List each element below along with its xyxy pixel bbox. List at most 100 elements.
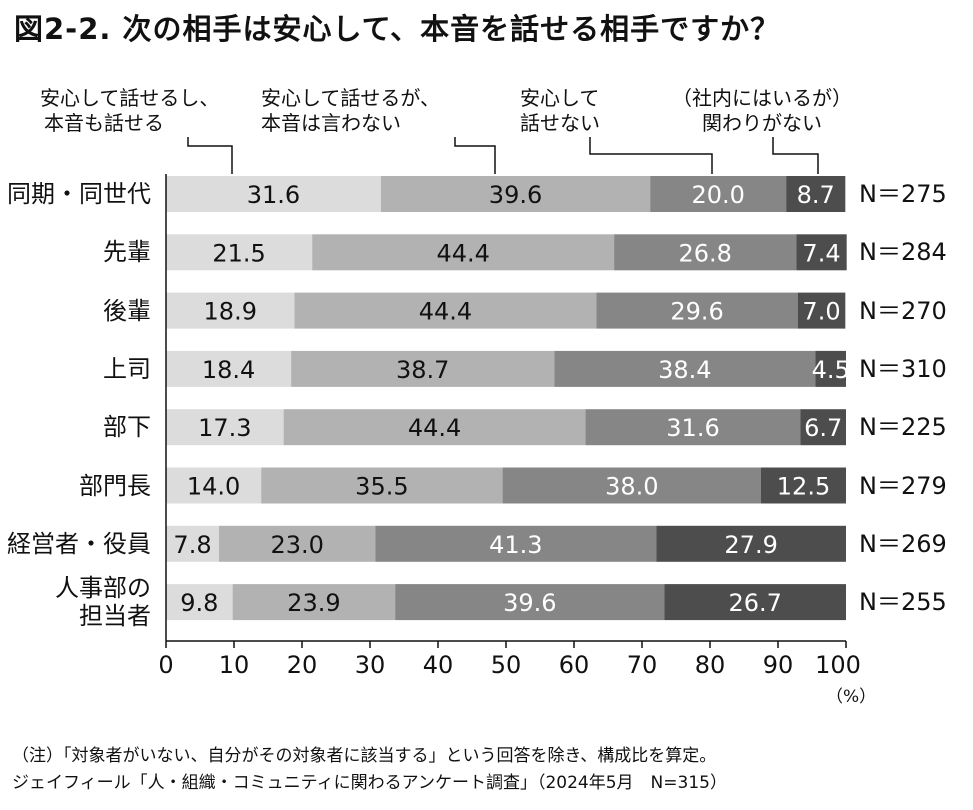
legend-leader-2 [454,137,496,174]
chart-title: 図2-2. 次の相手は安心して、本音を話せる相手ですか？ [14,12,781,46]
bar-segment-6-2 [261,467,503,504]
data-label-6-1: 14.0 [187,473,240,501]
data-label-2-3: 26.8 [679,239,732,267]
bar-segment-8-4 [664,584,846,621]
data-label-3-3: 29.6 [670,298,723,326]
data-label-8-2: 23.9 [287,589,340,617]
x-tick-label-0: 0 [158,651,174,679]
x-tick-label-60: 60 [558,651,590,679]
data-label-1-4: 8.7 [797,181,835,209]
data-label-6-2: 35.5 [355,473,408,501]
x-tick-label-10: 10 [218,651,250,679]
unit-label: （%） [826,687,877,707]
bar-segment-5-2 [283,409,586,446]
x-tick-label-30: 30 [354,651,386,679]
data-label-2-2: 44.4 [436,239,489,267]
bar-segment-5-4 [800,409,846,446]
data-label-7-4: 27.9 [724,531,777,559]
category-label-4: 上司 [103,355,151,383]
legend-leader-lines [187,137,819,174]
data-label-6-3: 38.0 [605,473,658,501]
x-tick-label-40: 40 [422,651,454,679]
bar-segment-8-1 [166,584,233,621]
source-note: ジェイフィール「人・組織・コミュニティに関わるアンケート調査」（2024年5月 … [12,773,727,793]
legend-label-1: 安心して話せるし、 本音も話せる [40,86,220,135]
category-label-line: 上司 [103,354,151,383]
legend-label-3: 安心して 話せない [520,86,600,135]
n-label-7: N＝269 [859,529,947,558]
data-label-6-4: 12.5 [777,473,830,501]
data-label-8-3: 39.6 [503,589,556,617]
data-label-2-1: 21.5 [212,239,265,267]
bar-segment-1-4 [786,176,846,212]
category-label-line: 先輩 [103,238,151,267]
x-tick-label-50: 50 [490,651,522,679]
data-label-4-3: 38.4 [658,356,711,384]
category-label-line: 人事部の [55,574,151,603]
bar-segment-4-1 [166,350,292,387]
bar-segment-8-2 [232,584,396,621]
legend-leader-3 [589,137,713,174]
legend-label-2: 安心して話せるが、 本音は言わない [261,86,440,135]
data-label-4-2: 38.7 [396,356,449,384]
bar-segment-6-4 [761,467,846,504]
legend-leader-4 [772,137,819,174]
data-label-5-2: 44.4 [408,414,461,442]
n-label-6: N＝279 [859,471,947,500]
bar-segment-1-1 [166,176,381,212]
bar-segment-2-3 [614,234,797,271]
bar-segment-7-4 [656,525,846,562]
x-tick-label-70: 70 [626,651,658,679]
category-label-8: 人事部の 担当者 [55,574,151,630]
bar-segment-1-3 [650,176,787,212]
category-label-line: 同期・同世代 [7,180,151,208]
data-label-4-1: 18.4 [202,356,255,384]
n-label-2: N＝284 [859,238,947,267]
category-label-line: 後輩 [103,296,151,325]
data-label-7-2: 23.0 [271,531,324,559]
bar-segment-7-1 [166,525,220,562]
bar-segment-3-1 [166,292,295,329]
data-label-5-4: 6.7 [804,414,842,442]
n-label-4: N＝310 [859,354,947,383]
bar-segment-3-3 [596,292,798,329]
bar-segment-5-3 [585,409,801,446]
data-label-5-3: 31.6 [666,414,719,442]
bar-segment-1-2 [380,176,651,212]
x-tick-label-100: 100 [815,651,861,679]
bar-segment-6-3 [502,467,761,504]
bar-segment-4-4 [815,350,846,387]
data-label-5-1: 17.3 [198,414,251,442]
category-label-line: 部下 [103,413,151,442]
bar-segment-2-1 [166,234,313,271]
x-tick-label-90: 90 [762,651,794,679]
data-label-8-1: 9.8 [180,589,218,617]
bar-segment-2-4 [796,234,847,271]
legend-label-4: （社内にはいるが） 関わりがない [672,86,852,135]
bar-segment-3-4 [797,292,846,329]
bar-segment-7-2 [219,525,376,562]
data-label-1-2: 39.6 [489,181,542,209]
category-label-6: 部門長 [79,472,151,500]
data-label-7-3: 41.3 [489,531,542,559]
data-label-4-4: 4.5 [812,356,850,384]
legend-leader-1 [187,137,233,174]
category-label-1: 同期・同世代 [7,180,151,208]
bar-segment-7-3 [375,525,657,562]
data-label-3-1: 18.9 [204,298,257,326]
category-label-7: 経営者・役員 [7,530,151,558]
bar-segment-5-1 [166,409,284,446]
category-label-3: 後輩 [103,297,151,325]
category-label-5: 部下 [103,413,151,441]
n-label-8: N＝255 [859,588,947,617]
data-label-3-4: 7.0 [802,298,840,326]
bar-segment-4-2 [291,350,555,387]
bar-segment-4-3 [554,350,816,387]
category-label-line: 担当者 [79,602,151,631]
data-label-8-4: 26.7 [729,589,782,617]
data-label-2-4: 7.4 [802,239,840,267]
x-tick-label-20: 20 [286,651,318,679]
bar-segment-8-3 [395,584,665,621]
bar-segment-3-2 [294,292,597,329]
